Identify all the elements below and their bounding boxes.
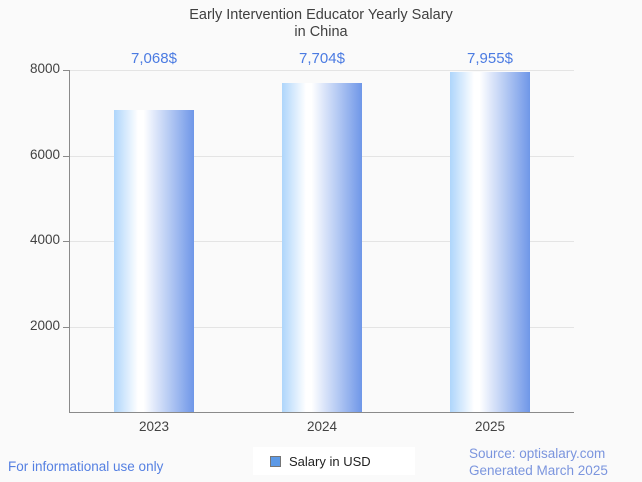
legend: Salary in USD [253,447,415,475]
legend-label: Salary in USD [289,453,371,469]
generated-line: Generated March 2025 [469,463,608,478]
bar-value-label: 7,068$ [131,50,177,67]
y-axis-tick [63,241,70,242]
y-axis-label: 2000 [29,317,60,333]
y-axis-label: 8000 [29,61,60,76]
y-axis-tick [63,70,70,71]
chart-title-line1: Early Intervention Educator Yearly Salar… [189,7,453,23]
chart-title: Early Intervention Educator Yearly Salar… [0,7,642,41]
y-axis-tick [63,155,70,157]
bar [282,82,362,412]
bar [114,109,194,412]
y-axis-label: 4000 [29,232,60,247]
gridline [70,70,574,71]
plot-area: 8000 6000 4000 2000 7,068$ 2023 7,704$ 2024 7,95… [30,50,574,434]
source-line: Source: optisalary.com [469,446,606,461]
source-note: Source: optisalary.com Generated March 2… [469,445,608,479]
disclaimer-note: For informational use only [8,459,164,474]
chart-title-line2: in China [294,24,348,40]
x-axis-label: 2023 [138,419,170,434]
y-axis-label: 6000 [29,146,60,162]
y-axis-tick [63,326,70,328]
bar-value-label: 7,955$ [467,50,513,67]
bar [450,71,530,412]
legend-swatch-icon [270,455,281,467]
x-axis-label: 2025 [474,419,506,434]
x-axis-label: 2024 [306,419,338,434]
bar-value-label: 7,704$ [299,50,345,67]
